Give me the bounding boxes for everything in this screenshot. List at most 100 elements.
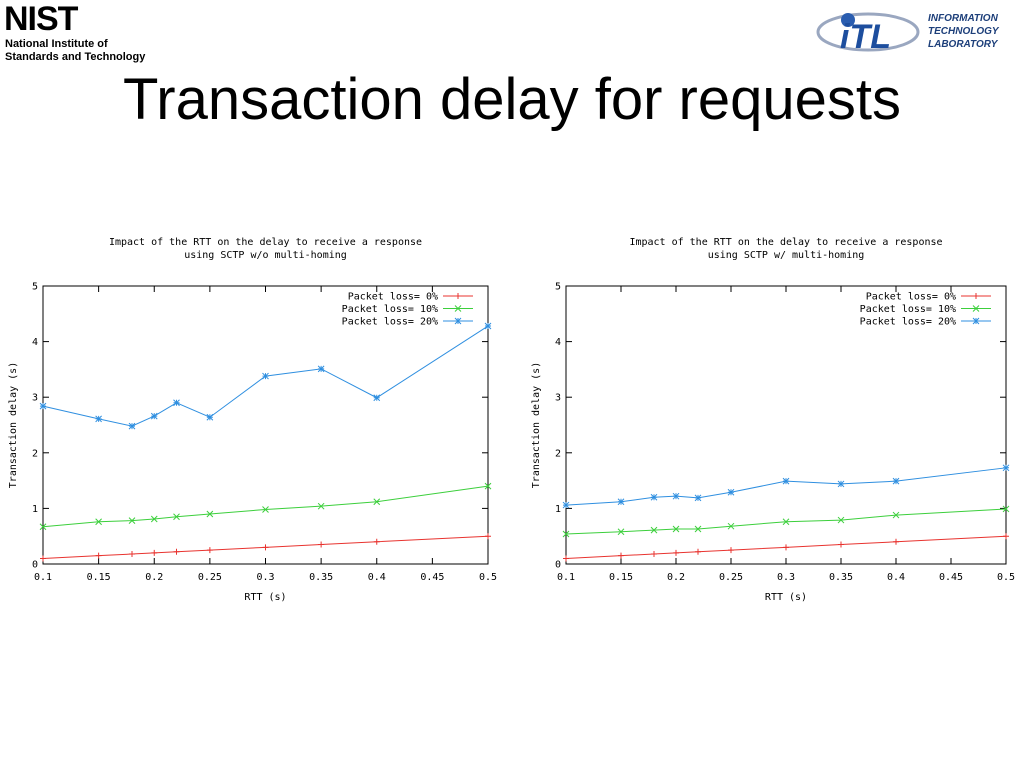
nist-logo: NIST <box>4 0 79 38</box>
data-point <box>262 506 269 513</box>
slide-title: Transaction delay for requests <box>123 67 901 132</box>
legend-marker <box>455 293 461 299</box>
legend-marker <box>454 305 462 312</box>
data-point <box>617 498 625 506</box>
x-tick-label: 0.45 <box>939 572 963 583</box>
data-point <box>650 493 658 501</box>
data-point <box>206 413 214 421</box>
x-tick-label: 0.5 <box>997 572 1015 583</box>
nist-name: Standards and Technology <box>5 51 146 63</box>
series-line <box>42 535 489 559</box>
data-point <box>562 530 570 538</box>
data-point <box>173 399 180 407</box>
chart-subtitle: using SCTP w/o multi-homing <box>184 250 347 261</box>
legend-marker <box>972 305 980 312</box>
data-point <box>95 518 102 526</box>
data-point <box>838 541 844 548</box>
data-point <box>695 548 701 555</box>
x-axis-label: RTT (s) <box>244 592 286 603</box>
x-tick-label: 0.3 <box>256 572 274 583</box>
x-tick-label: 0.15 <box>87 572 111 583</box>
legend-label: Packet loss= 0% <box>348 292 438 303</box>
data-point <box>373 498 381 506</box>
data-point <box>206 547 213 554</box>
data-point <box>173 548 180 555</box>
x-tick-label: 0.5 <box>479 572 497 583</box>
data-point <box>318 541 325 548</box>
data-point <box>694 494 702 502</box>
data-point <box>782 477 790 485</box>
data-point <box>317 502 325 510</box>
x-tick-label: 0.45 <box>420 572 444 583</box>
data-point <box>892 477 900 485</box>
itl-swoosh <box>816 12 920 52</box>
data-point <box>673 549 679 556</box>
x-tick-label: 0.2 <box>145 572 163 583</box>
data-point <box>262 544 269 551</box>
chart-title: Impact of the RTT on the delay to receiv… <box>629 237 942 248</box>
itl-logo: iTL <box>840 18 891 56</box>
data-point <box>650 526 658 534</box>
data-point <box>128 517 136 524</box>
legend-marker <box>973 293 979 299</box>
data-point <box>562 501 570 509</box>
data-point <box>40 555 46 562</box>
y-tick-label: 3 <box>32 393 38 404</box>
x-tick-label: 0.35 <box>309 572 333 583</box>
data-point <box>150 412 158 420</box>
plot-border <box>565 285 1007 565</box>
nist-name: National Institute of <box>5 38 108 50</box>
y-tick-label: 4 <box>32 337 38 348</box>
legend-label: Packet loss= 10% <box>342 304 438 315</box>
y-tick-label: 4 <box>555 337 561 348</box>
data-point <box>129 550 135 557</box>
chart-subtitle: using SCTP w/ multi-homing <box>708 250 865 261</box>
x-tick-label: 0.25 <box>198 572 222 583</box>
data-point <box>672 492 680 500</box>
legend-label: Packet loss= 20% <box>860 317 956 328</box>
legend-label: Packet loss= 20% <box>342 317 438 328</box>
legend-marker <box>972 317 980 325</box>
chart-title: Impact of the RTT on the delay to receiv… <box>109 237 422 248</box>
data-point <box>95 415 102 423</box>
data-point <box>485 533 491 540</box>
x-tick-label: 0.4 <box>368 572 386 583</box>
data-point <box>892 511 900 519</box>
y-axis-label: Transaction delay (s) <box>531 362 542 488</box>
data-point <box>727 522 735 530</box>
legend-marker <box>454 317 462 325</box>
data-point <box>672 525 680 533</box>
data-point <box>893 538 899 545</box>
series-line <box>565 508 1007 535</box>
x-tick-label: 0.1 <box>34 572 52 583</box>
data-point <box>837 516 845 524</box>
data-point <box>1002 464 1010 472</box>
itl-name: TECHNOLOGY <box>928 26 1000 37</box>
y-tick-label: 2 <box>555 448 561 459</box>
x-tick-label: 0.35 <box>829 572 853 583</box>
data-point <box>39 402 47 410</box>
data-point <box>837 480 845 488</box>
data-point <box>728 547 734 554</box>
x-tick-label: 0.1 <box>557 572 575 583</box>
y-tick-label: 1 <box>32 504 38 515</box>
data-point <box>39 523 47 531</box>
x-axis-label: RTT (s) <box>765 592 807 603</box>
data-point <box>618 552 624 559</box>
data-point <box>484 322 492 330</box>
y-tick-label: 0 <box>555 560 561 571</box>
data-point <box>317 365 325 373</box>
data-point <box>95 552 102 559</box>
data-point <box>694 525 702 533</box>
data-point <box>173 513 180 521</box>
data-point <box>206 510 214 518</box>
data-point <box>128 422 136 430</box>
data-point <box>150 515 158 523</box>
series-line <box>42 485 489 528</box>
y-tick-label: 0 <box>32 560 38 571</box>
x-tick-label: 0.4 <box>887 572 905 583</box>
data-point <box>651 550 657 557</box>
